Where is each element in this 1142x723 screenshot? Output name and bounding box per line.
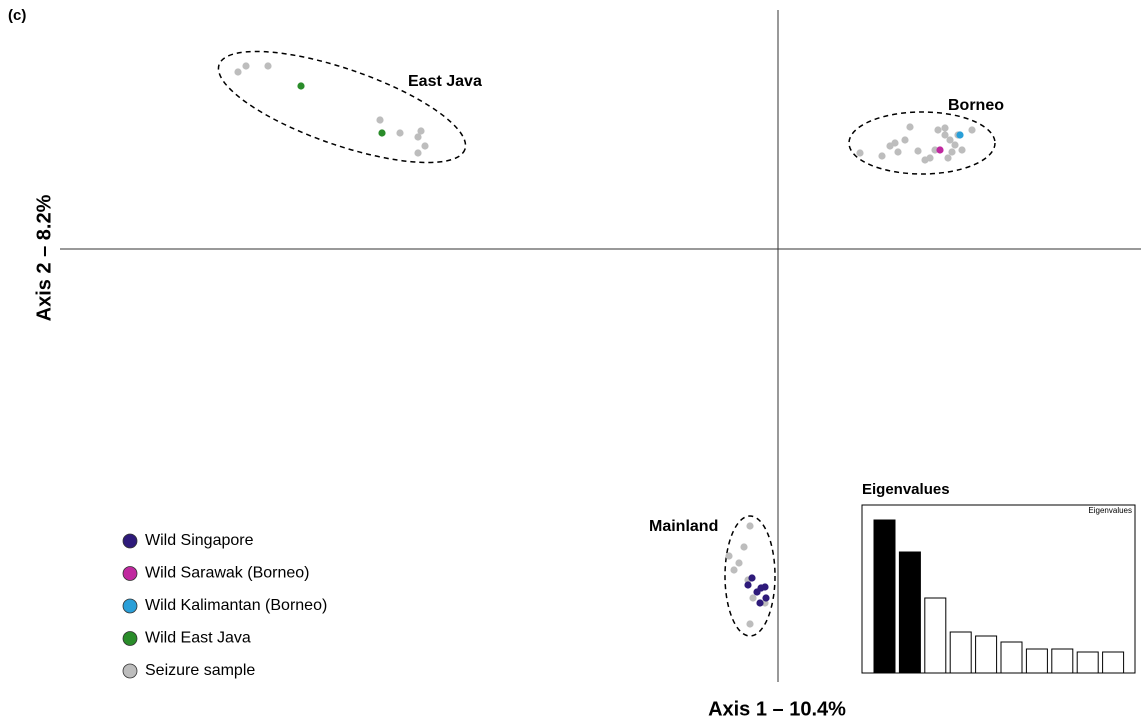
- point: [748, 574, 756, 582]
- point: [914, 147, 922, 155]
- cluster-outline: [724, 515, 776, 637]
- point: [878, 152, 886, 160]
- point: [735, 559, 743, 567]
- inset-title: Eigenvalues: [862, 481, 950, 498]
- point: [376, 116, 384, 124]
- panel-label: (c): [8, 7, 26, 24]
- point: [968, 126, 976, 134]
- point: [941, 131, 949, 139]
- point: [948, 148, 956, 156]
- point: [725, 552, 733, 560]
- eigenvalue-bar: [1076, 651, 1099, 674]
- x-axis-label: Axis 1 – 10.4%: [708, 698, 846, 720]
- eigenvalue-bar: [873, 519, 896, 674]
- legend-marker: [122, 598, 138, 614]
- point: [414, 133, 422, 141]
- eigenvalue-bar: [1051, 648, 1074, 674]
- eigenvalue-bar: [1102, 651, 1125, 674]
- legend-label: Wild East Java: [145, 630, 251, 647]
- legend-label: Seizure sample: [145, 662, 255, 679]
- point: [956, 131, 964, 139]
- point: [746, 620, 754, 628]
- point: [297, 82, 305, 90]
- point: [958, 146, 966, 154]
- point: [242, 62, 250, 70]
- inset-frame: [861, 504, 1136, 674]
- cluster-label: Mainland: [649, 518, 718, 535]
- point: [762, 594, 770, 602]
- point: [944, 154, 952, 162]
- legend-label: Wild Sarawak (Borneo): [145, 565, 310, 582]
- point: [761, 583, 769, 591]
- legend-label: Wild Singapore: [145, 532, 254, 549]
- point: [746, 522, 754, 530]
- point: [891, 139, 899, 147]
- y-axis-label: Axis 2 – 8.2%: [33, 194, 55, 321]
- point: [934, 126, 942, 134]
- cluster-outline: [217, 50, 467, 164]
- inset-subtitle: Eigenvalues: [1088, 506, 1132, 515]
- point: [264, 62, 272, 70]
- point: [744, 581, 752, 589]
- point: [894, 148, 902, 156]
- point: [740, 543, 748, 551]
- point: [756, 599, 764, 607]
- eigenvalue-bar: [1025, 648, 1048, 674]
- legend-marker: [122, 533, 138, 549]
- cluster-label: Borneo: [948, 97, 1004, 114]
- legend-marker: [122, 631, 138, 646]
- point: [749, 594, 757, 602]
- point: [234, 68, 242, 76]
- point: [941, 124, 949, 132]
- point: [421, 142, 429, 150]
- eigenvalue-bar: [1000, 641, 1023, 674]
- point: [414, 149, 422, 157]
- eigenvalue-bar: [898, 551, 921, 674]
- point: [926, 154, 934, 162]
- eigenvalue-bar: [975, 635, 998, 674]
- point: [951, 141, 959, 149]
- cluster-outline: [848, 111, 996, 175]
- point: [396, 129, 404, 137]
- legend-marker: [122, 566, 138, 581]
- point: [931, 146, 939, 154]
- point: [378, 129, 386, 137]
- point: [856, 149, 864, 157]
- point: [906, 123, 914, 131]
- point: [946, 136, 954, 144]
- point: [936, 146, 944, 154]
- cluster-label: East Java: [408, 73, 482, 90]
- eigenvalue-bar: [949, 631, 972, 674]
- eigenvalue-bar: [924, 597, 947, 674]
- point: [730, 566, 738, 574]
- legend-marker: [122, 663, 138, 679]
- point: [417, 127, 425, 135]
- point: [901, 136, 909, 144]
- legend-label: Wild Kalimantan (Borneo): [145, 597, 327, 614]
